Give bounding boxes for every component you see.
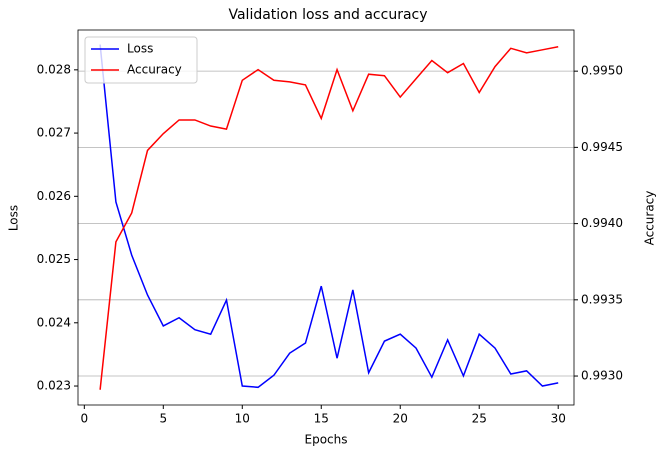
y-axis-label: Loss xyxy=(7,205,21,231)
plot-frame xyxy=(77,29,575,406)
x-tick-label: 0 xyxy=(80,412,88,426)
y-tick-label: 0.028 xyxy=(37,62,71,76)
y2-tick-label: 0.9935 xyxy=(581,292,623,306)
y-tick-label: 0.027 xyxy=(37,126,71,140)
y-tick-label: 0.023 xyxy=(37,379,71,393)
chart-title: Validation loss and accuracy xyxy=(228,7,427,23)
y2-tick-label: 0.9940 xyxy=(581,216,623,230)
y-tick-label: 0.024 xyxy=(37,315,71,329)
y-tick-label: 0.026 xyxy=(37,189,71,203)
legend-label: Accuracy xyxy=(127,63,182,77)
x-tick-label: 20 xyxy=(393,412,408,426)
x-tick-label: 5 xyxy=(159,412,167,426)
x-tick-label: 30 xyxy=(551,412,566,426)
y2-axis-label: Accuracy xyxy=(643,191,657,246)
x-axis-label: Epochs xyxy=(305,433,348,447)
x-tick-label: 25 xyxy=(472,412,487,426)
x-tick-label: 10 xyxy=(235,412,250,426)
data-line xyxy=(99,46,559,390)
y2-tick-label: 0.9950 xyxy=(581,64,623,78)
y2-tick-label: 0.9930 xyxy=(581,369,623,383)
data-line xyxy=(99,44,559,389)
legend-label: Loss xyxy=(127,42,153,56)
x-tick-label: 15 xyxy=(314,412,329,426)
y2-tick-label: 0.9945 xyxy=(581,140,623,154)
y-tick-label: 0.025 xyxy=(37,252,71,266)
